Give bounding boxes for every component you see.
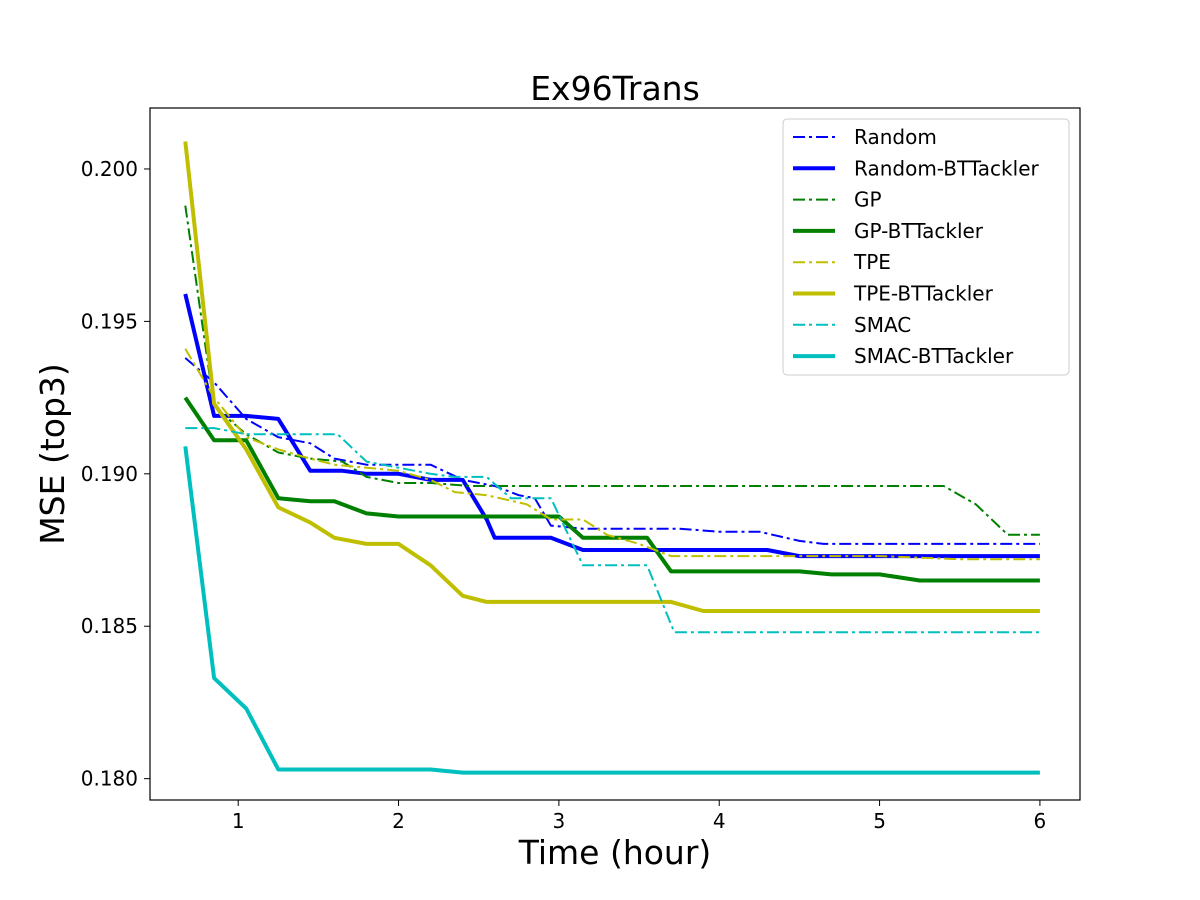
x-tick-label-2: 3: [553, 809, 566, 833]
legend-label-2: GP: [854, 188, 882, 212]
legend: Random Random-BTTackler GP GP-BTTackler TPE T…: [782, 118, 1070, 376]
series-line-3: [183, 396, 1040, 583]
y-tick-label-1: 0.185: [81, 614, 138, 638]
legend-label-7: SMAC-BTTackler: [854, 344, 1014, 368]
legend-label-1: Random-BTTackler: [854, 156, 1039, 180]
series-line-2: [184, 205, 1040, 536]
y-tick-label-0: 0.180: [81, 767, 138, 791]
series-line-1: [183, 293, 1040, 559]
plot-frame: [149, 107, 1081, 801]
x-tick-label-1: 2: [392, 809, 405, 833]
series-line-0: [184, 357, 1040, 545]
chart-title: Ex96Trans: [530, 69, 700, 108]
legend-label-5: TPE-BTTackler: [853, 282, 994, 306]
legend-label-6: SMAC: [854, 313, 911, 337]
legend-box: [782, 118, 1070, 376]
plot-series-group: [183, 141, 1040, 775]
x-tick-label-5: 6: [1034, 809, 1047, 833]
x-tick-label-0: 1: [232, 809, 245, 833]
x-tick-label-3: 4: [713, 809, 726, 833]
legend-label-3: GP-BTTackler: [854, 219, 984, 243]
series-line-4: [184, 348, 1040, 561]
series-line-7: [183, 446, 1040, 775]
y-axis-title: MSE (top3): [33, 363, 72, 545]
legend-label-0: Random: [854, 125, 937, 149]
y-tick-label-3: 0.195: [81, 309, 138, 333]
y-tick-label-2: 0.190: [81, 462, 138, 486]
y-axis: 0.180 0.185 0.190 0.195 0.200: [81, 157, 150, 791]
x-axis: 1 2 3 4 5 6: [232, 800, 1046, 833]
legend-label-4: TPE: [853, 250, 891, 274]
y-tick-label-4: 0.200: [81, 157, 138, 181]
series-line-6: [185, 427, 1040, 634]
x-axis-title: Time (hour): [518, 833, 712, 872]
series-line-5: [183, 141, 1040, 613]
x-tick-label-4: 5: [873, 809, 886, 833]
